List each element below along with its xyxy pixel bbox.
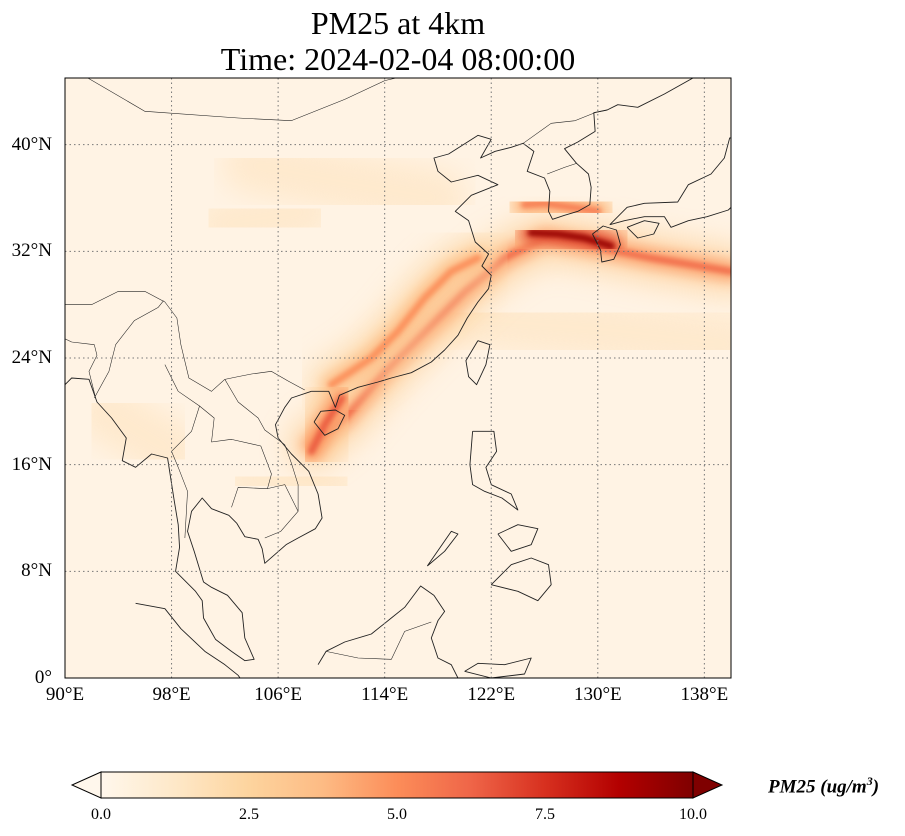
colorbar-tick-label: 5.0 — [387, 806, 407, 824]
colorbar-extend-high — [693, 772, 722, 798]
colorbar — [0, 0, 905, 836]
colorbar-gradient — [101, 772, 693, 798]
colorbar-tick-label: 10.0 — [679, 806, 707, 824]
colorbar-label: PM25 (ug/m3) — [768, 774, 879, 798]
colorbar-tick-label: 7.5 — [535, 806, 555, 824]
colorbar-extend-low — [72, 772, 101, 798]
colorbar-tick-label: 2.5 — [239, 806, 259, 824]
colorbar-tick-label: 0.0 — [91, 806, 111, 824]
